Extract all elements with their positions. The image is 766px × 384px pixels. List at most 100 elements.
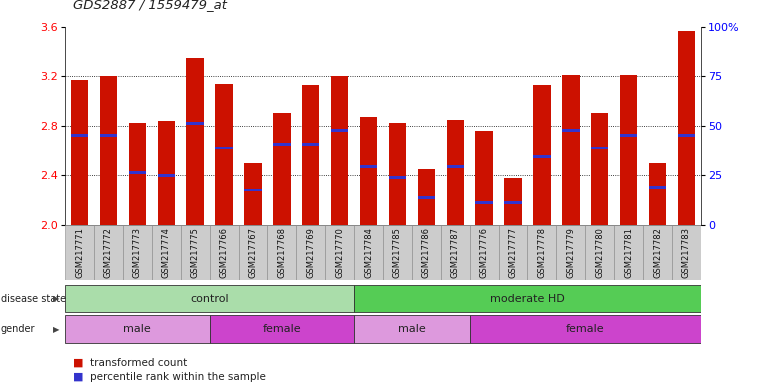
Bar: [447, 165, 464, 168]
Bar: [94, 225, 123, 280]
Bar: [65, 225, 94, 280]
Bar: [181, 225, 210, 280]
Text: GSM217768: GSM217768: [277, 227, 286, 278]
Bar: [152, 225, 181, 280]
Text: GSM217771: GSM217771: [75, 227, 84, 278]
Text: GSM217787: GSM217787: [450, 227, 460, 278]
Bar: [65, 316, 210, 343]
Bar: [499, 225, 528, 280]
Bar: [244, 189, 262, 191]
Bar: [389, 176, 406, 179]
Text: GSM217780: GSM217780: [595, 227, 604, 278]
Bar: [470, 316, 701, 343]
Text: GSM217783: GSM217783: [682, 227, 691, 278]
Text: ■: ■: [73, 372, 83, 382]
Bar: [562, 75, 580, 225]
Text: GSM217773: GSM217773: [133, 227, 142, 278]
Bar: [210, 225, 238, 280]
Text: GSM217784: GSM217784: [364, 227, 373, 278]
Text: GSM217776: GSM217776: [480, 227, 489, 278]
Bar: [440, 225, 470, 280]
Bar: [649, 186, 666, 189]
Bar: [302, 85, 319, 225]
Bar: [296, 225, 326, 280]
Bar: [354, 225, 383, 280]
Bar: [672, 225, 701, 280]
Bar: [614, 225, 643, 280]
Text: GSM217781: GSM217781: [624, 227, 633, 278]
Bar: [383, 225, 412, 280]
Text: disease state: disease state: [1, 293, 66, 304]
Text: control: control: [190, 293, 229, 304]
Bar: [215, 147, 233, 149]
Text: transformed count: transformed count: [90, 358, 187, 368]
Text: GSM217777: GSM217777: [509, 227, 518, 278]
Bar: [65, 285, 354, 313]
Text: GSM217774: GSM217774: [162, 227, 171, 278]
Bar: [71, 134, 88, 137]
Text: moderate HD: moderate HD: [490, 293, 565, 304]
Bar: [643, 225, 672, 280]
Text: ■: ■: [73, 358, 83, 368]
Bar: [215, 84, 233, 225]
Bar: [533, 155, 551, 158]
Bar: [331, 129, 349, 132]
Bar: [267, 225, 296, 280]
Bar: [417, 196, 435, 199]
Bar: [447, 119, 464, 225]
Text: female: female: [566, 324, 604, 334]
Bar: [476, 201, 493, 204]
Bar: [649, 163, 666, 225]
Bar: [354, 316, 470, 343]
Bar: [244, 163, 262, 225]
Text: gender: gender: [1, 324, 35, 334]
Text: GSM217766: GSM217766: [220, 227, 228, 278]
Bar: [273, 113, 290, 225]
Bar: [158, 174, 175, 177]
Bar: [123, 225, 152, 280]
Text: GSM217785: GSM217785: [393, 227, 402, 278]
Bar: [360, 117, 377, 225]
Text: percentile rank within the sample: percentile rank within the sample: [90, 372, 266, 382]
Text: GSM217779: GSM217779: [566, 227, 575, 278]
Bar: [186, 58, 204, 225]
Text: GSM217782: GSM217782: [653, 227, 662, 278]
Bar: [417, 169, 435, 225]
Bar: [504, 178, 522, 225]
Bar: [678, 31, 695, 225]
Bar: [412, 225, 440, 280]
Bar: [100, 134, 117, 137]
Bar: [678, 134, 695, 137]
Bar: [591, 147, 608, 149]
Bar: [591, 113, 608, 225]
Bar: [129, 123, 146, 225]
Text: GDS2887 / 1559479_at: GDS2887 / 1559479_at: [73, 0, 227, 12]
Bar: [476, 131, 493, 225]
Bar: [302, 143, 319, 146]
Bar: [360, 165, 377, 168]
Bar: [331, 76, 349, 225]
Text: ▶: ▶: [53, 294, 59, 303]
Bar: [470, 225, 499, 280]
Text: GSM217772: GSM217772: [104, 227, 113, 278]
Text: GSM217786: GSM217786: [422, 227, 430, 278]
Bar: [71, 80, 88, 225]
Bar: [100, 76, 117, 225]
Bar: [129, 171, 146, 174]
Bar: [158, 121, 175, 225]
Text: GSM217770: GSM217770: [336, 227, 344, 278]
Bar: [533, 85, 551, 225]
Bar: [620, 134, 637, 137]
Text: ▶: ▶: [53, 325, 59, 334]
Text: GSM217767: GSM217767: [248, 227, 257, 278]
Text: GSM217775: GSM217775: [191, 227, 200, 278]
Bar: [620, 75, 637, 225]
Bar: [585, 225, 614, 280]
Bar: [238, 225, 267, 280]
Bar: [354, 285, 701, 313]
Bar: [210, 316, 354, 343]
Text: GSM217778: GSM217778: [538, 227, 546, 278]
Bar: [556, 225, 585, 280]
Bar: [528, 225, 556, 280]
Bar: [273, 143, 290, 146]
